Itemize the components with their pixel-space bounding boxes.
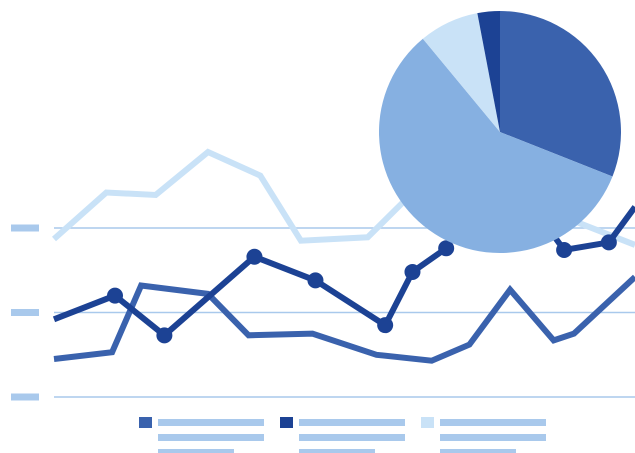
legend-swatch-dark-icon — [280, 417, 293, 428]
legend-text-line-1 — [158, 419, 264, 426]
y-tick-label-2 — [11, 224, 39, 232]
pie-slice-2 — [422, 13, 500, 133]
series-2-point-11 — [600, 234, 617, 251]
y-tick-layer — [11, 224, 39, 401]
legend-text-line-1 — [299, 419, 405, 426]
y-tick-label-0 — [11, 393, 39, 401]
pie-slice-1 — [378, 38, 613, 254]
legend-item-2 — [421, 417, 546, 453]
series-line-1 — [53, 274, 635, 364]
pie-slice-0 — [500, 11, 621, 177]
legend-text-line-1 — [440, 419, 546, 426]
legend-text-line-3 — [299, 449, 375, 453]
legend-swatch-light-icon — [421, 417, 434, 428]
y-tick-label-1 — [11, 309, 39, 316]
series-2-point-5 — [377, 317, 394, 334]
series-2-point-6 — [404, 263, 421, 280]
pie-slice-3 — [477, 10, 500, 132]
legend-swatch-medium-icon — [139, 417, 152, 428]
legend-text-line-2 — [299, 434, 405, 441]
series-2-point-10 — [556, 241, 573, 258]
legend-text-line-3 — [158, 449, 234, 453]
legend — [139, 417, 546, 453]
legend-text-line-3 — [440, 449, 516, 453]
grid-layer — [54, 227, 635, 398]
legend-text-line-2 — [158, 434, 264, 441]
series-2-point-2 — [156, 327, 173, 344]
series-2-point-7 — [438, 240, 455, 257]
series-2-point-4 — [307, 272, 324, 289]
pie-chart — [378, 10, 621, 254]
series-2-point-3 — [246, 248, 263, 265]
series-2-point-1 — [107, 287, 124, 304]
legend-item-0 — [139, 417, 264, 453]
line-series-layer — [52, 148, 635, 364]
legend-item-1 — [280, 417, 405, 453]
legend-text-line-2 — [440, 434, 546, 441]
